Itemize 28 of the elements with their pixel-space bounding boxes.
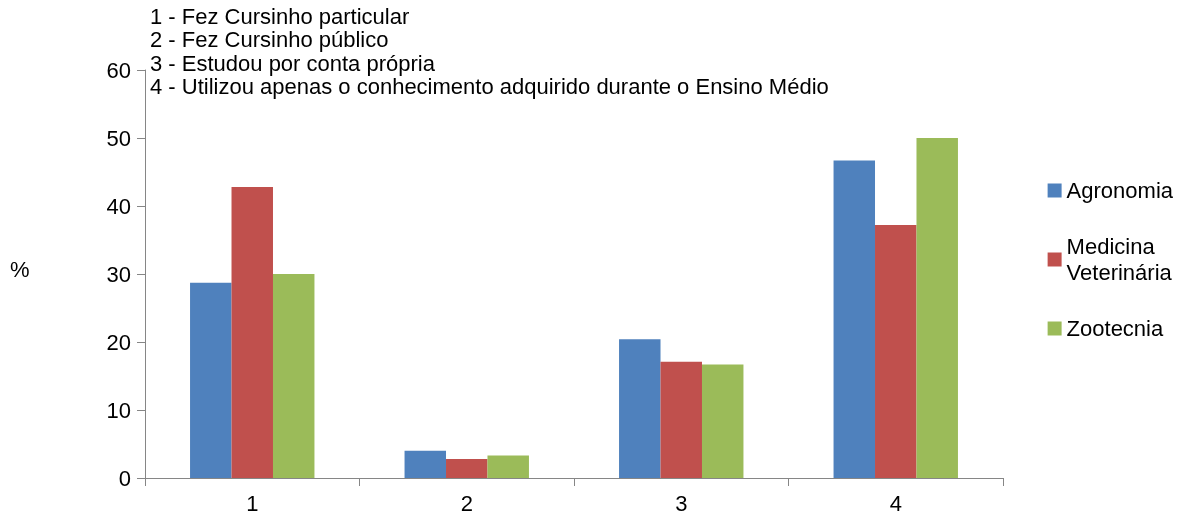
- bar: [833, 160, 876, 478]
- y-tick-label: 20: [106, 329, 131, 355]
- legend-label: Medicina Veterinária: [1066, 234, 1173, 285]
- bar: [272, 274, 315, 478]
- bar: [190, 282, 232, 478]
- bar: [701, 364, 744, 478]
- bar: [487, 455, 529, 478]
- y-tick-label: 50: [106, 125, 131, 151]
- bar: [446, 458, 488, 478]
- x-tick-label: 2: [460, 490, 473, 516]
- y-axis-title: %: [10, 256, 30, 282]
- x-tick-label: 4: [889, 490, 902, 516]
- legend-label: Zootecnia: [1066, 316, 1164, 341]
- y-tick-label: 40: [106, 193, 131, 219]
- x-tick-label: 1: [246, 490, 259, 516]
- bar: [660, 361, 702, 478]
- y-tick-label: 30: [106, 261, 131, 287]
- x-tick-label: 3: [675, 490, 688, 516]
- bar: [404, 450, 447, 478]
- bar: [916, 138, 958, 478]
- y-tick-label: 60: [106, 57, 131, 83]
- text: 1 - Fez Cursinho particular: [150, 3, 410, 29]
- bar: [231, 186, 273, 478]
- bar: [875, 225, 917, 478]
- bar: [619, 339, 661, 478]
- y-tick-label: 10: [106, 397, 131, 423]
- y-tick-label: 0: [118, 465, 131, 491]
- legend-label: Agronomia: [1066, 178, 1174, 203]
